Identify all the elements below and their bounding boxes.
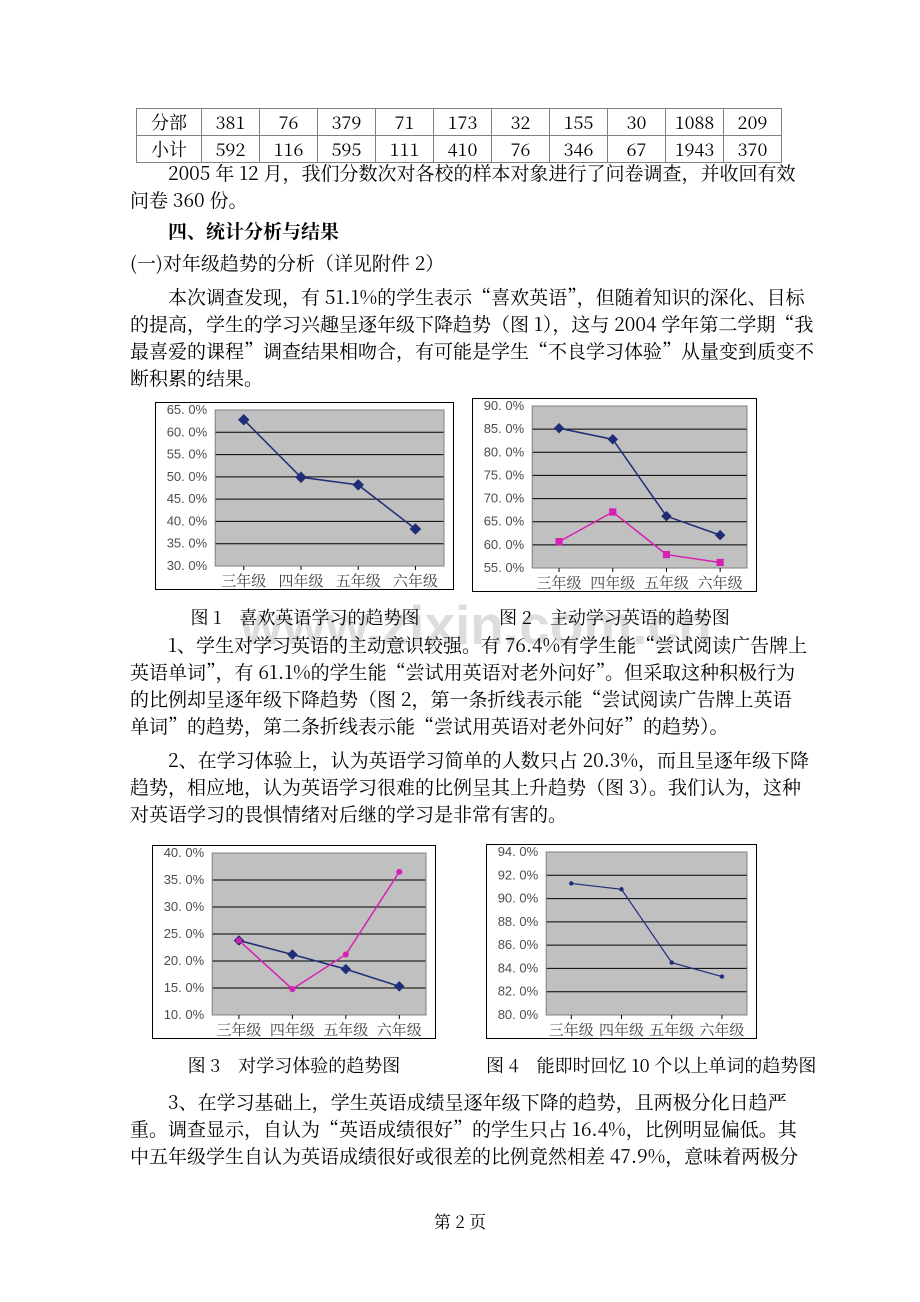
svg-text:85. 0%: 85. 0% <box>484 421 525 436</box>
svg-text:五年级: 五年级 <box>649 1019 694 1039</box>
svg-text:五年级: 五年级 <box>644 572 689 592</box>
svg-text:三年级: 三年级 <box>549 1019 594 1039</box>
svg-text:五年级: 五年级 <box>323 1019 368 1039</box>
svg-text:四年级: 四年级 <box>270 1019 315 1039</box>
svg-text:70. 0%: 70. 0% <box>484 491 525 506</box>
svg-text:82. 0%: 82. 0% <box>498 984 539 999</box>
svg-text:55. 0%: 55. 0% <box>167 447 208 462</box>
svg-text:50. 0%: 50. 0% <box>167 469 208 484</box>
svg-text:45. 0%: 45. 0% <box>167 491 208 506</box>
svg-text:40. 0%: 40. 0% <box>167 513 208 528</box>
svg-text:90. 0%: 90. 0% <box>484 398 525 413</box>
svg-text:90. 0%: 90. 0% <box>498 891 539 906</box>
svg-text:35. 0%: 35. 0% <box>167 536 208 551</box>
svg-text:86. 0%: 86. 0% <box>498 937 539 952</box>
svg-text:94. 0%: 94. 0% <box>498 844 539 859</box>
svg-text:10. 0%: 10. 0% <box>164 1007 205 1022</box>
svg-text:三年级: 三年级 <box>221 570 266 590</box>
svg-text:六年级: 六年级 <box>698 572 743 592</box>
svg-text:六年级: 六年级 <box>377 1019 422 1039</box>
svg-text:65. 0%: 65. 0% <box>484 514 525 529</box>
svg-text:92. 0%: 92. 0% <box>498 867 539 882</box>
svg-text:20. 0%: 20. 0% <box>164 953 205 968</box>
svg-text:三年级: 三年级 <box>216 1019 261 1039</box>
svg-text:80. 0%: 80. 0% <box>484 444 525 459</box>
svg-text:30. 0%: 30. 0% <box>167 558 208 573</box>
svg-text:75. 0%: 75. 0% <box>484 467 525 482</box>
svg-text:25. 0%: 25. 0% <box>164 926 205 941</box>
svg-text:65. 0%: 65. 0% <box>167 402 208 417</box>
svg-text:15. 0%: 15. 0% <box>164 980 205 995</box>
svg-text:30. 0%: 30. 0% <box>164 899 205 914</box>
svg-text:40. 0%: 40. 0% <box>164 845 205 860</box>
svg-text:六年级: 六年级 <box>393 570 438 590</box>
svg-text:五年级: 五年级 <box>336 570 381 590</box>
svg-text:四年级: 四年级 <box>590 572 635 592</box>
svg-text:60. 0%: 60. 0% <box>167 424 208 439</box>
svg-text:80. 0%: 80. 0% <box>498 1007 539 1022</box>
svg-text:四年级: 四年级 <box>278 570 323 590</box>
svg-text:88. 0%: 88. 0% <box>498 914 539 929</box>
svg-text:六年级: 六年级 <box>699 1019 744 1039</box>
svg-text:三年级: 三年级 <box>537 572 582 592</box>
svg-text:四年级: 四年级 <box>599 1019 644 1039</box>
svg-text:35. 0%: 35. 0% <box>164 872 205 887</box>
svg-text:55. 0%: 55. 0% <box>484 560 525 575</box>
svg-text:84. 0%: 84. 0% <box>498 960 539 975</box>
svg-text:60. 0%: 60. 0% <box>484 537 525 552</box>
